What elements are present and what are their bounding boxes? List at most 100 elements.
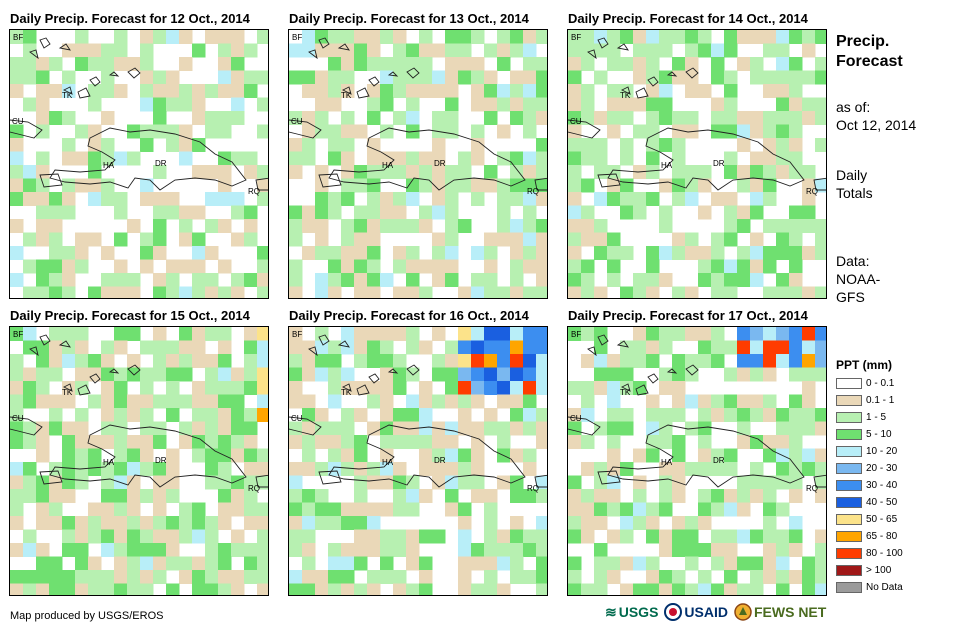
precip-cell [659, 435, 673, 449]
precip-cell [153, 205, 167, 220]
precip-cell [672, 394, 686, 409]
precip-cell [484, 408, 498, 422]
precip-cell [179, 57, 193, 71]
precip-cell [380, 340, 394, 355]
precip-cell [393, 246, 407, 260]
precip-cell [607, 367, 621, 382]
precip-cell [594, 151, 608, 166]
precip-cell [354, 529, 368, 544]
precip-cell [127, 354, 141, 368]
precip-cell [445, 354, 459, 368]
precip-cell [685, 394, 699, 409]
precip-cell [711, 57, 725, 71]
precip-cell [672, 435, 686, 449]
precip-cell [367, 475, 381, 490]
precip-cell [724, 394, 738, 409]
precip-cell [497, 97, 511, 112]
precip-cell [789, 516, 803, 530]
precip-cell [581, 529, 595, 544]
precip-cell [536, 286, 547, 298]
precip-cell [341, 30, 355, 44]
precip-cell [140, 138, 154, 152]
sidebar-data-line3: GFS [836, 289, 865, 305]
precip-cell [140, 408, 154, 422]
precip-cell [510, 111, 524, 125]
precip-cell [257, 124, 268, 139]
precip-cell [218, 111, 232, 125]
precip-cell [36, 394, 50, 409]
precip-cell [328, 583, 342, 595]
precip-cell [607, 394, 621, 409]
map-label-rq: RQ [527, 187, 539, 196]
precip-cell [393, 462, 407, 476]
coastline [685, 67, 699, 79]
precip-cell [114, 394, 128, 409]
precip-cell [750, 259, 764, 274]
precip-cell [568, 219, 582, 233]
precip-cell [23, 462, 37, 476]
precip-cell [393, 502, 407, 517]
precip-cell [815, 583, 826, 595]
precip-cell [802, 421, 816, 436]
precip-cell [724, 340, 738, 355]
precip-cell [484, 232, 498, 247]
precip-cell [724, 259, 738, 274]
precip-cell [101, 435, 115, 449]
precip-cell [315, 84, 329, 98]
forecast-map-2: BF TK CU HA DR RQ [288, 29, 548, 299]
precip-cell [510, 516, 524, 530]
precip-cell [815, 462, 826, 476]
precip-cell [231, 543, 245, 557]
precip-cell [711, 246, 725, 260]
precip-cell [594, 165, 608, 179]
precip-cell [23, 192, 37, 206]
precip-cell [711, 340, 725, 355]
coastline [587, 49, 597, 60]
precip-cell [815, 367, 826, 382]
precip-cell [114, 57, 128, 71]
precip-cell [497, 543, 511, 557]
precip-cell [789, 111, 803, 125]
precip-cell [205, 448, 219, 463]
precip-cell [192, 408, 206, 422]
precip-cell [646, 84, 660, 98]
precip-cell [140, 435, 154, 449]
precip-cell [510, 367, 524, 382]
precip-cell [406, 327, 420, 341]
precip-cell [166, 516, 180, 530]
precip-cell [724, 111, 738, 125]
precip-cell [802, 462, 816, 476]
precip-cell [471, 448, 485, 463]
precip-cell [802, 286, 816, 298]
precip-cell [594, 381, 608, 395]
precip-cell [607, 165, 621, 179]
coastline [62, 86, 73, 95]
precip-cell [393, 219, 407, 233]
precip-cell [659, 178, 673, 193]
precip-cell [166, 394, 180, 409]
precip-cell [698, 408, 712, 422]
precip-cell [289, 462, 303, 476]
precip-cell [36, 151, 50, 166]
precip-cell [510, 165, 524, 179]
precip-cell [763, 340, 777, 355]
map-label-bf: BF [13, 330, 23, 339]
precip-cell [302, 502, 316, 517]
precip-cell [471, 192, 485, 206]
precip-cell [685, 43, 699, 58]
precip-cell [23, 57, 37, 71]
precip-cell [289, 570, 303, 584]
precip-cell [75, 246, 89, 260]
precip-cell [497, 84, 511, 98]
precip-cell [458, 543, 472, 557]
precip-cell [393, 408, 407, 422]
precip-cell [62, 570, 76, 584]
precip-cell [484, 489, 498, 503]
precip-cell [166, 529, 180, 544]
precip-cell [536, 475, 547, 490]
precip-cell [815, 138, 826, 152]
fewsnet-logo: FEWS NET [734, 603, 826, 621]
precip-cell [179, 232, 193, 247]
precip-cell [523, 381, 537, 395]
